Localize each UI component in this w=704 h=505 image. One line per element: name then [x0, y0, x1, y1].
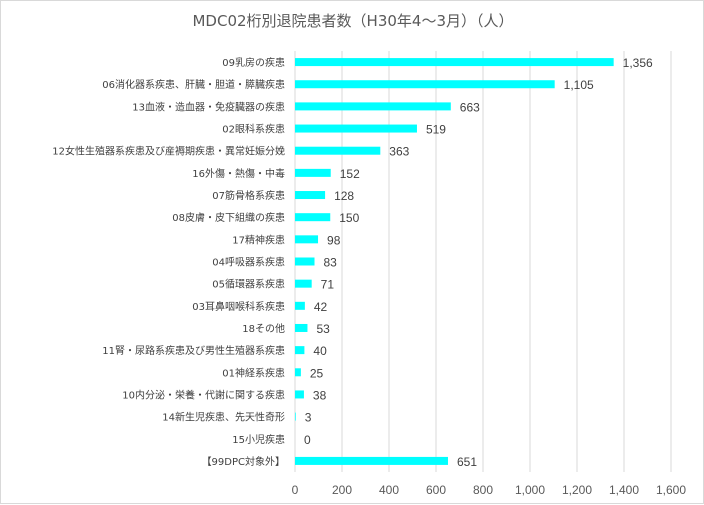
bar — [295, 168, 331, 177]
bar — [295, 323, 308, 332]
x-tick-label: 1,600 — [656, 483, 686, 497]
data-label: 40 — [313, 344, 327, 358]
x-tick-label: 200 — [332, 483, 352, 497]
data-label: 42 — [314, 300, 328, 314]
category-label: 10内分泌・栄養・代謝に関する疾患 — [122, 388, 285, 401]
data-label: 98 — [327, 233, 341, 247]
data-label: 3 — [305, 411, 312, 425]
category-label: 08皮膚・皮下組織の疾患 — [172, 211, 285, 224]
bar — [295, 412, 296, 421]
category-label: 03耳鼻咽喉科系疾患 — [192, 300, 285, 313]
bar — [295, 102, 451, 111]
category-label: 12女性生殖器系疾患及び産褥期疾患・異常妊娠分娩 — [52, 145, 285, 158]
data-label: 25 — [310, 366, 324, 380]
bar — [295, 456, 448, 465]
category-label: 05循環器系疾患 — [212, 278, 285, 291]
data-label: 651 — [457, 455, 477, 469]
bar — [295, 58, 614, 67]
category-label: 07筋骨格系疾患 — [212, 189, 285, 202]
data-label: 0 — [304, 433, 311, 447]
x-tick-label: 600 — [426, 483, 446, 497]
bar — [295, 279, 312, 288]
category-label: 17精神疾患 — [232, 233, 285, 246]
x-tick-label: 1,400 — [609, 483, 639, 497]
bar — [295, 146, 381, 155]
data-label: 83 — [324, 256, 338, 270]
x-tick-label: 0 — [292, 483, 299, 497]
bar — [295, 368, 301, 377]
bar — [295, 124, 417, 133]
bar — [295, 301, 305, 310]
category-label: 18その他 — [242, 322, 285, 335]
data-label: 53 — [316, 322, 330, 336]
data-label: 1,356 — [623, 56, 653, 70]
bar — [295, 191, 326, 200]
category-label: 14新生児疾患、先天性奇形 — [162, 411, 285, 424]
data-label: 363 — [389, 145, 409, 159]
x-tick-label: 1,200 — [562, 483, 592, 497]
category-label: 【99DPC対象外】 — [202, 455, 285, 468]
x-tick-label: 400 — [379, 483, 399, 497]
category-label: 02眼科系疾患 — [222, 123, 285, 136]
category-label: 04呼吸器系疾患 — [212, 256, 285, 269]
x-tick-label: 800 — [473, 483, 493, 497]
category-label: 16外傷・熱傷・中毒 — [192, 167, 285, 180]
category-label: 11腎・尿路系疾患及び男性生殖器系疾患 — [102, 344, 285, 357]
bar — [295, 257, 315, 266]
bar — [295, 235, 319, 244]
bar — [295, 390, 304, 399]
bar — [295, 346, 305, 355]
x-tick-label: 1,000 — [515, 483, 545, 497]
data-label: 519 — [426, 123, 446, 137]
data-label: 663 — [460, 100, 480, 114]
category-label: 01神経系疾患 — [222, 366, 285, 379]
category-label: 15小児疾患 — [232, 433, 285, 446]
category-label: 13血液・造血器・免疫臓器の疾患 — [132, 100, 285, 113]
data-label: 150 — [339, 211, 359, 225]
data-label: 1,105 — [564, 78, 594, 92]
data-label: 38 — [313, 388, 327, 402]
data-label: 71 — [321, 278, 335, 292]
chart-title: MDC02桁別退院患者数（H30年4～3月）（人） — [192, 12, 514, 30]
bar — [295, 80, 555, 89]
category-label: 09乳房の疾患 — [222, 56, 285, 69]
category-label: 06消化器系疾患、肝臓・胆道・膵臓疾患 — [102, 78, 285, 91]
data-label: 152 — [340, 167, 360, 181]
bar — [295, 213, 331, 222]
data-label: 128 — [334, 189, 354, 203]
